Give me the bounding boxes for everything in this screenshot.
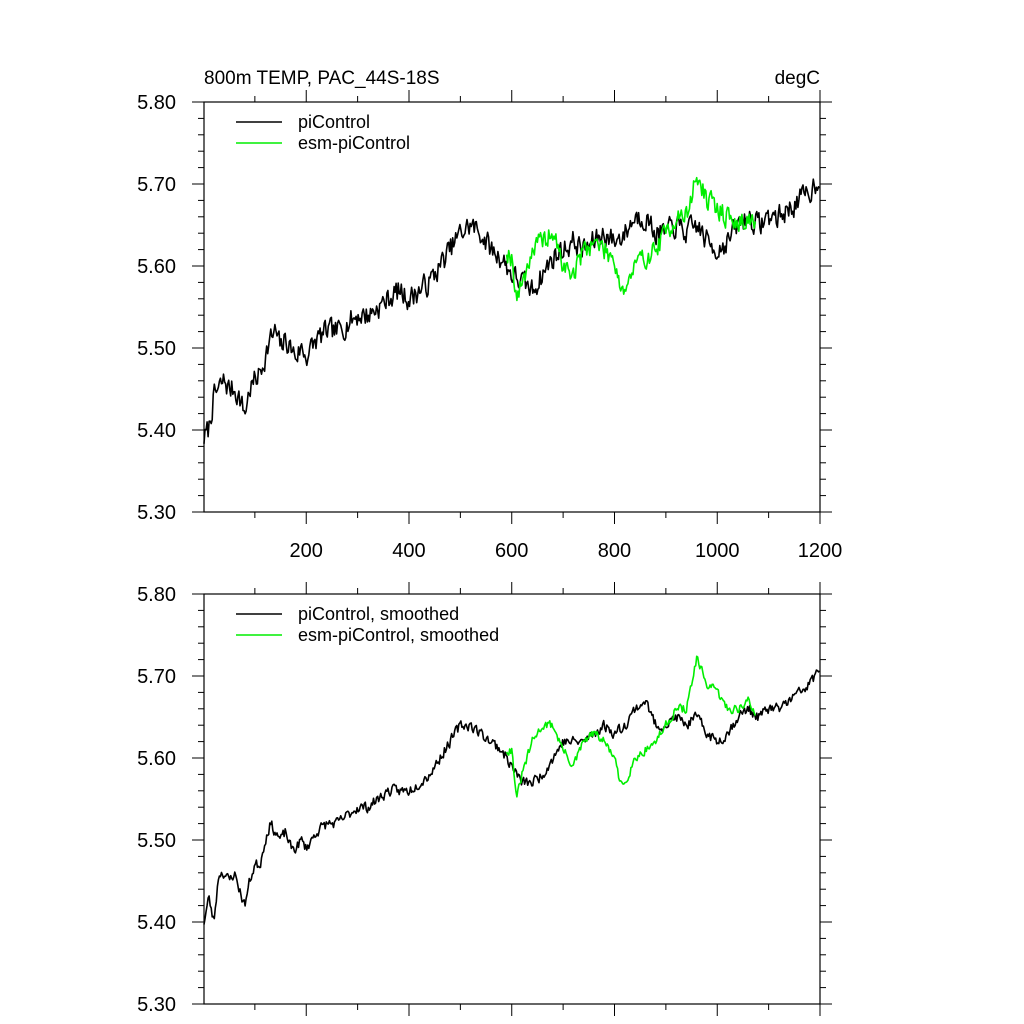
y-tick-label: 5.50: [137, 338, 176, 360]
x-tick-label: 1200: [798, 540, 843, 562]
series-line: [203, 178, 821, 444]
bottom-panel-y-labels: 5.30 5.40 5.50 5.60 5.70 5.80: [137, 584, 176, 1016]
legend-label: esm-piControl, smoothed: [298, 625, 499, 645]
top-panel-frame: [203, 101, 821, 513]
top-panel: 800m TEMP, PAC_44S-18S degC 5.30 5.40 5.50…: [137, 68, 842, 562]
series-line: [203, 669, 821, 925]
x-tick-label: 200: [290, 540, 323, 562]
top-panel-y-labels: 5.30 5.40 5.50 5.60 5.70 5.80: [137, 92, 176, 524]
y-tick-label: 5.70: [137, 174, 176, 196]
top-panel-x-labels: 200 400 600 800 1000 1200: [290, 540, 843, 562]
bottom-panel-series: [203, 655, 821, 925]
y-tick-label: 5.60: [137, 748, 176, 770]
x-tick-label: 400: [392, 540, 425, 562]
legend-label: piControl, smoothed: [298, 604, 459, 624]
y-tick-label: 5.30: [137, 502, 176, 524]
y-tick-label: 5.30: [137, 994, 176, 1016]
y-tick-label: 5.80: [137, 584, 176, 606]
y-tick-label: 5.70: [137, 666, 176, 688]
panel-units-label: degC: [775, 68, 820, 89]
x-tick-label: 800: [598, 540, 631, 562]
bottom-panel-frame: [203, 593, 821, 1005]
panel-title-left: 800m TEMP, PAC_44S-18S: [204, 68, 440, 89]
bottom-panel-ticks: [192, 582, 832, 1016]
y-tick-label: 5.80: [137, 92, 176, 114]
x-tick-label: 600: [495, 540, 528, 562]
top-panel-ticks: [192, 90, 832, 524]
top-panel-series: [203, 176, 821, 444]
legend-label: piControl: [298, 112, 370, 132]
y-tick-label: 5.60: [137, 256, 176, 278]
series-line: [505, 655, 757, 798]
y-tick-label: 5.40: [137, 912, 176, 934]
y-tick-label: 5.40: [137, 420, 176, 442]
legend-label: esm-piControl: [298, 133, 410, 153]
y-tick-label: 5.50: [137, 830, 176, 852]
bottom-panel: 5.30 5.40 5.50 5.60 5.70 5.80 piControl, smoo…: [137, 582, 832, 1016]
x-tick-label: 1000: [695, 540, 740, 562]
series-line: [505, 176, 757, 302]
